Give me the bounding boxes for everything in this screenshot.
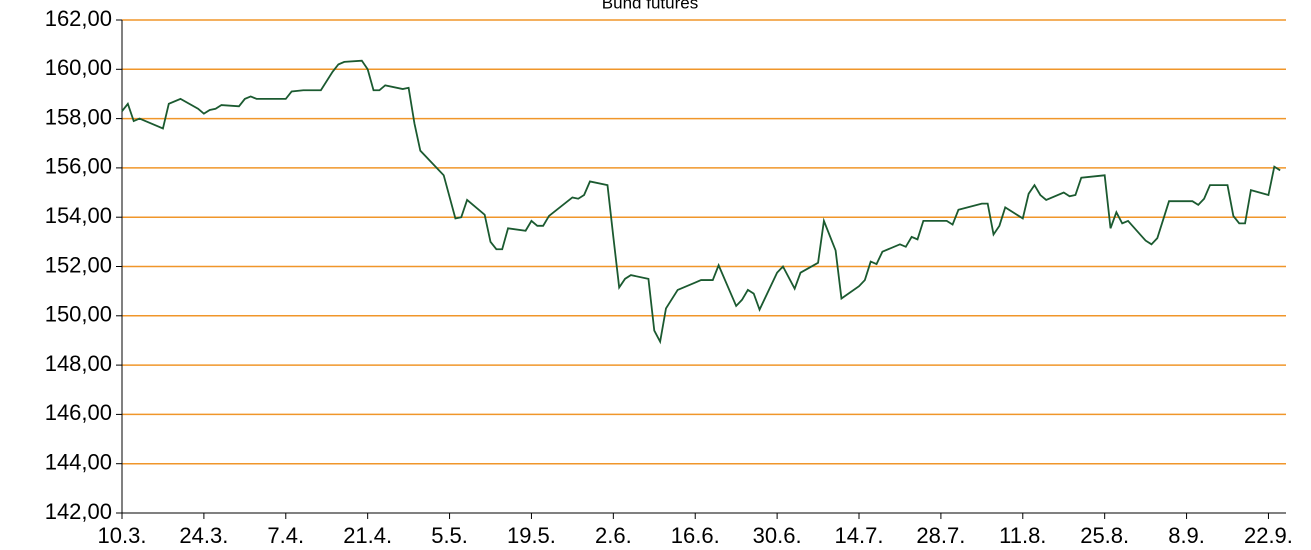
y-tick-label: 156,00 [45,154,112,179]
x-tick-label: 30.6. [753,523,802,548]
x-tick-label: 25.8. [1080,523,1129,548]
x-tick-label: 8.9. [1168,523,1205,548]
x-tick-label: 24.3. [179,523,228,548]
x-tick-label: 10.3. [98,523,147,548]
y-tick-label: 154,00 [45,203,112,228]
x-tick-label: 5.5. [431,523,468,548]
x-tick-label: 14.7. [835,523,884,548]
y-tick-label: 146,00 [45,400,112,425]
y-tick-label: 144,00 [45,450,112,475]
x-tick-label: 19.5. [507,523,556,548]
y-tick-label: 152,00 [45,252,112,277]
y-tick-label: 158,00 [45,104,112,129]
y-tick-label: 142,00 [45,499,112,524]
x-tick-label: 7.4. [267,523,304,548]
x-tick-label: 21.4. [343,523,392,548]
y-tick-label: 160,00 [45,55,112,80]
x-tick-label: 22.9. [1244,523,1293,548]
x-tick-label: 16.6. [671,523,720,548]
y-tick-label: 162,00 [45,6,112,31]
y-tick-label: 150,00 [45,302,112,327]
x-tick-label: 2.6. [595,523,632,548]
line-series [121,59,1281,345]
x-tick-label: 11.8. [999,523,1046,548]
y-tick-label: 148,00 [45,351,112,376]
chart-title: Bund futures [602,0,698,12]
x-tick-label: 28.7. [916,523,965,548]
